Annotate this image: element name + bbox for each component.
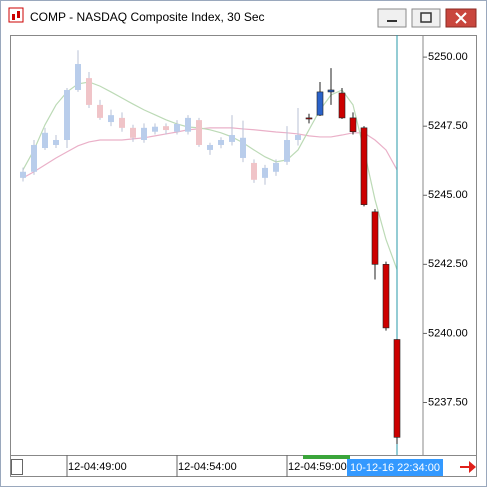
y-tick-label: 5242.50 bbox=[428, 258, 468, 270]
maximize-button[interactable] bbox=[411, 8, 441, 28]
candle-body bbox=[185, 117, 191, 132]
candle-body bbox=[31, 144, 37, 172]
y-tick-label: 5237.50 bbox=[428, 396, 468, 408]
candle-body bbox=[295, 135, 301, 140]
y-tick-label: 5245.00 bbox=[428, 189, 468, 201]
candle-body bbox=[371, 211, 379, 265]
candle-body bbox=[327, 89, 335, 93]
scroll-box[interactable] bbox=[11, 459, 23, 475]
app-icon-bar bbox=[17, 11, 20, 18]
candle-body bbox=[240, 137, 246, 158]
candle-body bbox=[338, 92, 346, 119]
x-tick-label: 12-04:54:00 bbox=[178, 461, 237, 473]
candle-body bbox=[174, 123, 180, 132]
y-tick-label: 5247.50 bbox=[428, 120, 468, 132]
app-icon bbox=[8, 7, 24, 23]
candle-body bbox=[20, 171, 26, 178]
moving-average-line bbox=[22, 127, 398, 179]
candle-body bbox=[108, 115, 114, 123]
candle-body bbox=[262, 167, 268, 178]
x-tick-label: 12-04:49:00 bbox=[68, 461, 127, 473]
candle-body bbox=[382, 264, 390, 329]
candle-body bbox=[360, 127, 368, 205]
candle-body bbox=[251, 162, 257, 180]
candle-body bbox=[316, 91, 324, 116]
candle-body bbox=[207, 144, 213, 150]
candle-body bbox=[75, 64, 81, 90]
x-tick-label: 12-04:59:00 bbox=[288, 461, 347, 473]
candle-body bbox=[152, 126, 158, 132]
scroll-right-arrow[interactable] bbox=[460, 461, 476, 473]
candle-body bbox=[305, 117, 313, 120]
candle-body bbox=[119, 117, 125, 128]
window-title: COMP - NASDAQ Composite Index, 30 Sec bbox=[30, 10, 265, 24]
y-tick-label: 5240.00 bbox=[428, 327, 468, 339]
minimize-button[interactable] bbox=[377, 8, 407, 28]
candle-body bbox=[141, 127, 147, 140]
candle-body bbox=[42, 132, 48, 149]
maximize-icon bbox=[420, 12, 432, 23]
candle-body bbox=[53, 140, 59, 145]
x-tick-label: 10-12-16 22:34:00 bbox=[350, 462, 440, 474]
candle-body bbox=[218, 140, 224, 145]
plot: 5250.00 5247.50 5245.00 5242.50 5240.00 5237.… bbox=[20, 35, 468, 477]
candle-body bbox=[130, 127, 136, 138]
candle-body bbox=[86, 78, 92, 105]
candle-body bbox=[393, 339, 401, 438]
y-tick-label: 5250.00 bbox=[428, 51, 468, 63]
app-icon-bar bbox=[12, 14, 15, 20]
chart-frame bbox=[10, 35, 477, 477]
session-bar bbox=[303, 455, 350, 459]
candle-body bbox=[64, 89, 70, 140]
candle-body bbox=[229, 135, 235, 142]
candle-body bbox=[349, 117, 357, 133]
candle-body bbox=[284, 140, 290, 162]
candle-body bbox=[196, 120, 202, 145]
moving-average-line bbox=[22, 81, 398, 270]
candle-body bbox=[97, 104, 103, 118]
candle-body bbox=[163, 126, 169, 131]
x-label-highlight bbox=[347, 459, 443, 476]
close-icon bbox=[455, 12, 467, 24]
candle-body bbox=[273, 162, 279, 172]
